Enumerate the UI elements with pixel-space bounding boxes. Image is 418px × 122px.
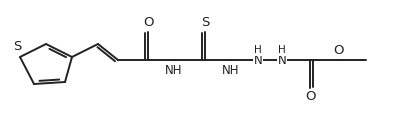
Text: NH: NH [222, 63, 240, 76]
Text: H: H [254, 45, 262, 55]
Text: O: O [143, 16, 153, 30]
Text: O: O [333, 44, 343, 56]
Text: S: S [13, 41, 21, 54]
Text: S: S [201, 16, 209, 30]
Text: N: N [278, 54, 286, 66]
Text: NH: NH [165, 63, 183, 76]
Text: O: O [305, 91, 315, 103]
Text: N: N [254, 54, 263, 66]
Text: H: H [278, 45, 286, 55]
